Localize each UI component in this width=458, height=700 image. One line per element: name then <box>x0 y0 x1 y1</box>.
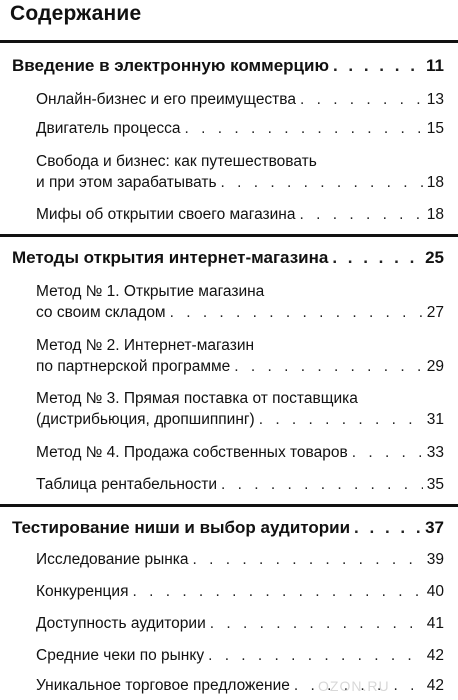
entry-title: Конкуренция <box>36 583 129 600</box>
entry-title: и при этом зарабатывать <box>36 174 217 191</box>
chapter-title: Методы открытия интернет-магазина <box>12 248 329 267</box>
entry-title: Мифы об открытии своего магазина <box>36 206 296 223</box>
entry-title: Таблица рентабельности <box>36 476 218 493</box>
entry-title: Двигатель процесса <box>36 120 181 137</box>
entry-title-line: Метод № 3. Прямая поставка от поставщика <box>36 390 358 407</box>
dot-leader <box>333 56 422 76</box>
entry-page-number: 18 <box>426 174 444 191</box>
toc-entry[interactable]: Доступность аудитории 41 <box>36 615 444 633</box>
chapter-page-number: 25 <box>425 248 444 267</box>
dot-leader <box>170 304 423 322</box>
chapter-divider <box>0 234 458 237</box>
entry-title-line: Метод № 2. Интернет-магазин <box>36 337 255 354</box>
entry-page-number: 42 <box>426 677 444 694</box>
chapter-title: Тестирование ниши и выбор аудитории <box>12 518 351 537</box>
entry-page-number: 41 <box>426 615 444 632</box>
toc-entry[interactable]: Мифы об открытии своего магазина 18 <box>36 206 444 224</box>
chapter-divider <box>0 40 458 43</box>
entry-page-number: 31 <box>426 411 444 428</box>
toc-chapter[interactable]: Методы открытия интернет-магазина 25 <box>12 248 444 268</box>
toc-entry[interactable]: Таблица рентабельности 35 <box>36 476 444 494</box>
chapter-page-number: 37 <box>425 518 444 537</box>
entry-page-number: 18 <box>426 206 444 223</box>
toc-entry[interactable]: Средние чеки по рынку 42 <box>36 647 444 665</box>
entry-page-number: 39 <box>426 551 444 568</box>
toc-entry[interactable]: (дистрибьюция, дропшиппинг) 31 <box>36 411 444 429</box>
entry-title: со своим складом <box>36 304 166 321</box>
dot-leader <box>352 444 423 462</box>
entry-page-number: 40 <box>426 583 444 600</box>
dot-leader <box>210 615 423 633</box>
toc-chapter[interactable]: Тестирование ниши и выбор аудитории 37 <box>12 518 444 538</box>
toc-entry[interactable]: Исследование рынка 39 <box>36 551 444 569</box>
watermark: OZON.RU <box>318 678 390 694</box>
entry-page-number: 42 <box>426 647 444 664</box>
toc-entry[interactable]: со своим складом 27 <box>36 304 444 322</box>
dot-leader <box>259 411 423 429</box>
dot-leader <box>221 174 423 192</box>
toc-entry[interactable]: Онлайн-бизнес и его преимущества 13 <box>36 91 444 109</box>
entry-page-number: 15 <box>426 120 444 137</box>
dot-leader <box>300 206 423 224</box>
dot-leader <box>354 518 421 538</box>
dot-leader <box>332 248 421 268</box>
entry-title: (дистрибьюция, дропшиппинг) <box>36 411 255 428</box>
dot-leader <box>221 476 423 494</box>
entry-title: по партнерской программе <box>36 358 231 375</box>
entry-page-number: 13 <box>426 91 444 108</box>
dot-leader <box>193 551 423 569</box>
entry-title: Метод № 4. Продажа собственных товаров <box>36 444 348 461</box>
entry-title: Доступность аудитории <box>36 615 206 632</box>
chapter-page-number: 11 <box>426 56 444 75</box>
toc-entry[interactable]: Двигатель процесса 15 <box>36 120 444 138</box>
entry-page-number: 27 <box>426 304 444 321</box>
chapter-title: Введение в электронную коммерцию <box>12 56 329 75</box>
dot-leader <box>185 120 423 138</box>
entry-title-line: Свобода и бизнес: как путешествовать <box>36 153 317 170</box>
chapter-divider <box>0 504 458 507</box>
entry-title: Исследование рынка <box>36 551 189 568</box>
dot-leader <box>300 91 423 109</box>
toc-entry[interactable]: Метод № 4. Продажа собственных товаров 3… <box>36 444 444 462</box>
toc-chapter[interactable]: Введение в электронную коммерцию 11 <box>12 56 444 76</box>
dot-leader <box>132 583 422 601</box>
toc-entry[interactable]: Уникальное торговое предложение 42 <box>36 677 444 695</box>
entry-page-number: 33 <box>426 444 444 461</box>
dot-leader <box>234 358 422 376</box>
entry-title-line: Метод № 1. Открытие магазина <box>36 283 265 300</box>
toc-entry[interactable]: Конкуренция 40 <box>36 583 444 601</box>
toc-entry[interactable]: и при этом зарабатывать 18 <box>36 174 444 192</box>
page-title: Содержание <box>10 2 142 25</box>
entry-page-number: 35 <box>426 476 444 493</box>
entry-title: Уникальное торговое предложение <box>36 677 290 694</box>
entry-page-number: 29 <box>426 358 444 375</box>
entry-title: Средние чеки по рынку <box>36 647 205 664</box>
dot-leader <box>208 647 423 665</box>
entry-title: Онлайн-бизнес и его преимущества <box>36 91 296 108</box>
toc-entry[interactable]: по партнерской программе 29 <box>36 358 444 376</box>
